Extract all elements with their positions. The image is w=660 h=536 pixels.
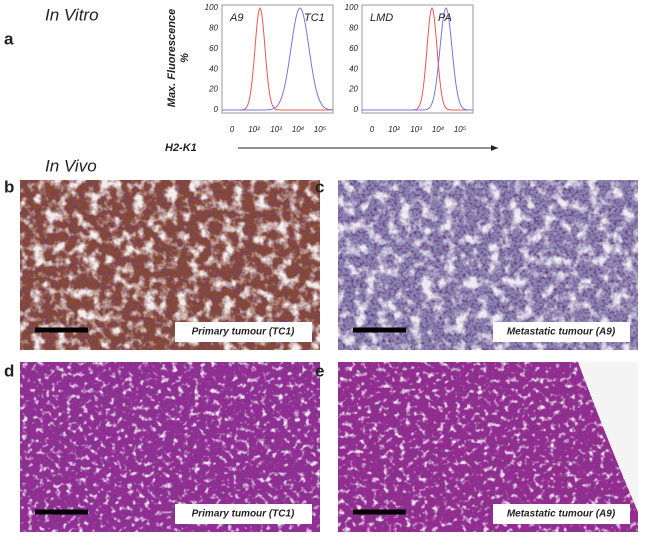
x-tick-label: 10⁴ (292, 125, 305, 134)
x-tick-label: 10² (388, 125, 400, 134)
arrow-head (491, 145, 498, 151)
x-tick-label: 10⁵ (454, 125, 467, 134)
y-tick-label: 0 (214, 105, 219, 114)
x-tick-label: 0 (230, 125, 235, 134)
caption-box (493, 322, 630, 342)
y-tick-label: 80 (209, 24, 218, 33)
y-tick-label: 60 (349, 44, 358, 53)
histogram-frame (221, 4, 334, 114)
y-axis-label: Max. Fluorescence (166, 9, 178, 107)
caption-box (493, 504, 630, 524)
y-tick-label: 60 (209, 44, 218, 53)
x-tick-label: 0 (370, 125, 375, 134)
histogram-frame (361, 4, 474, 114)
panel-label: a (4, 29, 14, 48)
micrograph-texture (338, 362, 638, 532)
x-tick-label: 10³ (410, 125, 422, 134)
section-title: In Vivo (45, 156, 97, 175)
panel-label: e (315, 361, 324, 380)
x-tick-label: 10² (248, 125, 260, 134)
caption: Metastatic tumour (A9) (507, 327, 616, 338)
x-tick-label: 10⁵ (314, 125, 327, 134)
histogram-curve (222, 7, 334, 111)
panel-label: b (4, 177, 14, 196)
curve-label: TC1 (304, 12, 325, 24)
micrograph-texture (20, 180, 320, 350)
y-tick-label: 100 (205, 3, 219, 12)
caption: Primary tumour (TC1) (192, 327, 295, 338)
y-axis-label: % (179, 53, 191, 63)
x-axis-label: H2-K1 (165, 142, 197, 154)
curve-label: LMD (370, 12, 393, 24)
y-tick-label: 0 (354, 105, 359, 114)
y-tick-label: 40 (209, 64, 218, 73)
x-tick-label: 10⁴ (432, 125, 445, 134)
y-tick-label: 20 (208, 85, 218, 94)
tissue-edge (578, 362, 638, 532)
curve-label: A9 (229, 12, 243, 24)
y-tick-label: 20 (348, 85, 358, 94)
caption-box (175, 322, 312, 342)
y-tick-label: 40 (349, 64, 358, 73)
curve-label: PA (438, 12, 452, 24)
caption: Primary tumour (TC1) (192, 509, 295, 520)
x-tick-label: 10³ (270, 125, 282, 134)
micrograph-texture (20, 362, 320, 532)
caption: Metastatic tumour (A9) (507, 509, 616, 520)
y-tick-label: 80 (349, 24, 358, 33)
section-title: In Vitro (45, 5, 99, 24)
y-tick-label: 100 (345, 3, 359, 12)
caption-box (175, 504, 312, 524)
panel-label: c (315, 177, 324, 196)
micrograph-texture (338, 180, 638, 350)
histogram-curve (362, 7, 473, 111)
panel-label: d (4, 361, 14, 380)
